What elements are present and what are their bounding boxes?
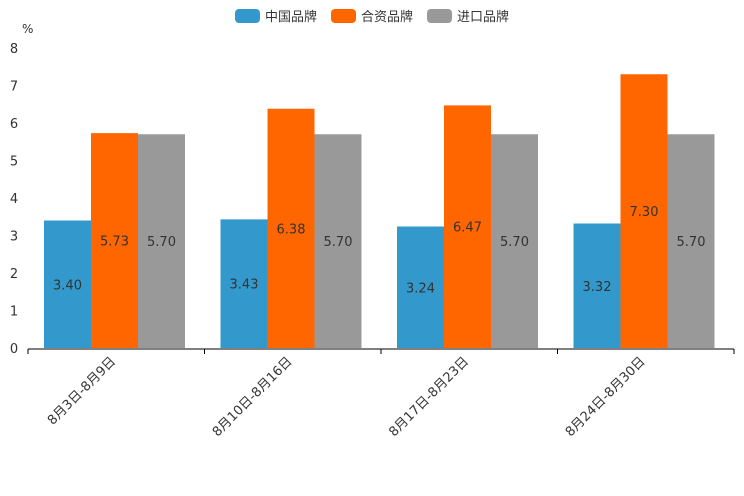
bar — [138, 134, 185, 348]
bar-data-label: 3.43 — [230, 278, 259, 293]
bar — [267, 108, 315, 348]
bar — [620, 74, 668, 348]
bar — [220, 219, 268, 348]
x-tick-label: 8月24日-8月30日 — [563, 354, 649, 440]
bar-data-label: 5.73 — [100, 235, 129, 250]
y-tick-label: 1 — [10, 305, 18, 320]
bar-data-label: 3.24 — [406, 281, 435, 296]
legend-item-china-brand[interactable]: 中国品牌 — [234, 6, 317, 25]
bar-data-label: 3.40 — [53, 278, 82, 293]
legend-item-import-brand[interactable]: 进口品牌 — [427, 6, 509, 25]
bar — [667, 134, 715, 348]
bar-data-label: 5.70 — [147, 235, 176, 250]
y-tick-label: 6 — [10, 117, 18, 132]
y-axis-unit: % — [22, 22, 33, 36]
bar — [44, 220, 91, 348]
bar — [91, 133, 138, 348]
legend-label-china-brand: 中国品牌 — [264, 10, 317, 25]
bar-data-label: 6.47 — [453, 221, 482, 236]
legend-swatch-china-brand — [234, 8, 260, 23]
bar-data-label: 7.30 — [630, 205, 659, 220]
y-tick-label: 3 — [10, 230, 18, 245]
legend-item-joint-venture-brand[interactable]: 合资品牌 — [330, 6, 413, 25]
bar — [444, 105, 491, 348]
bar — [397, 226, 444, 348]
bar — [314, 134, 362, 348]
y-tick-label: 0 — [10, 342, 18, 357]
y-tick-label: 4 — [10, 192, 18, 207]
legend-label-import-brand: 进口品牌 — [457, 10, 510, 25]
y-tick-label: 8 — [10, 42, 18, 57]
x-tick-label: 8月3日-8月9日 — [45, 354, 119, 428]
y-tick-label: 2 — [10, 267, 18, 282]
chart-legend: 中国品牌 合资品牌 进口品牌 — [0, 6, 744, 25]
x-tick-label: 8月10日-8月16日 — [210, 354, 296, 440]
bar — [573, 223, 621, 348]
legend-swatch-import-brand — [427, 8, 452, 23]
y-tick-label: 7 — [10, 80, 18, 95]
bar-data-label: 3.32 — [583, 280, 612, 295]
y-tick-label: 5 — [10, 155, 18, 170]
x-tick-label: 8月17日-8月23日 — [386, 354, 472, 440]
legend-label-joint-venture-brand: 合资品牌 — [360, 10, 413, 25]
bar-data-label: 5.70 — [500, 235, 529, 250]
bar-data-label: 5.70 — [324, 235, 353, 250]
bar-data-label: 6.38 — [277, 222, 306, 237]
bar — [491, 134, 538, 348]
bar-data-label: 5.70 — [677, 235, 706, 250]
legend-swatch-joint-venture-brand — [330, 8, 356, 23]
